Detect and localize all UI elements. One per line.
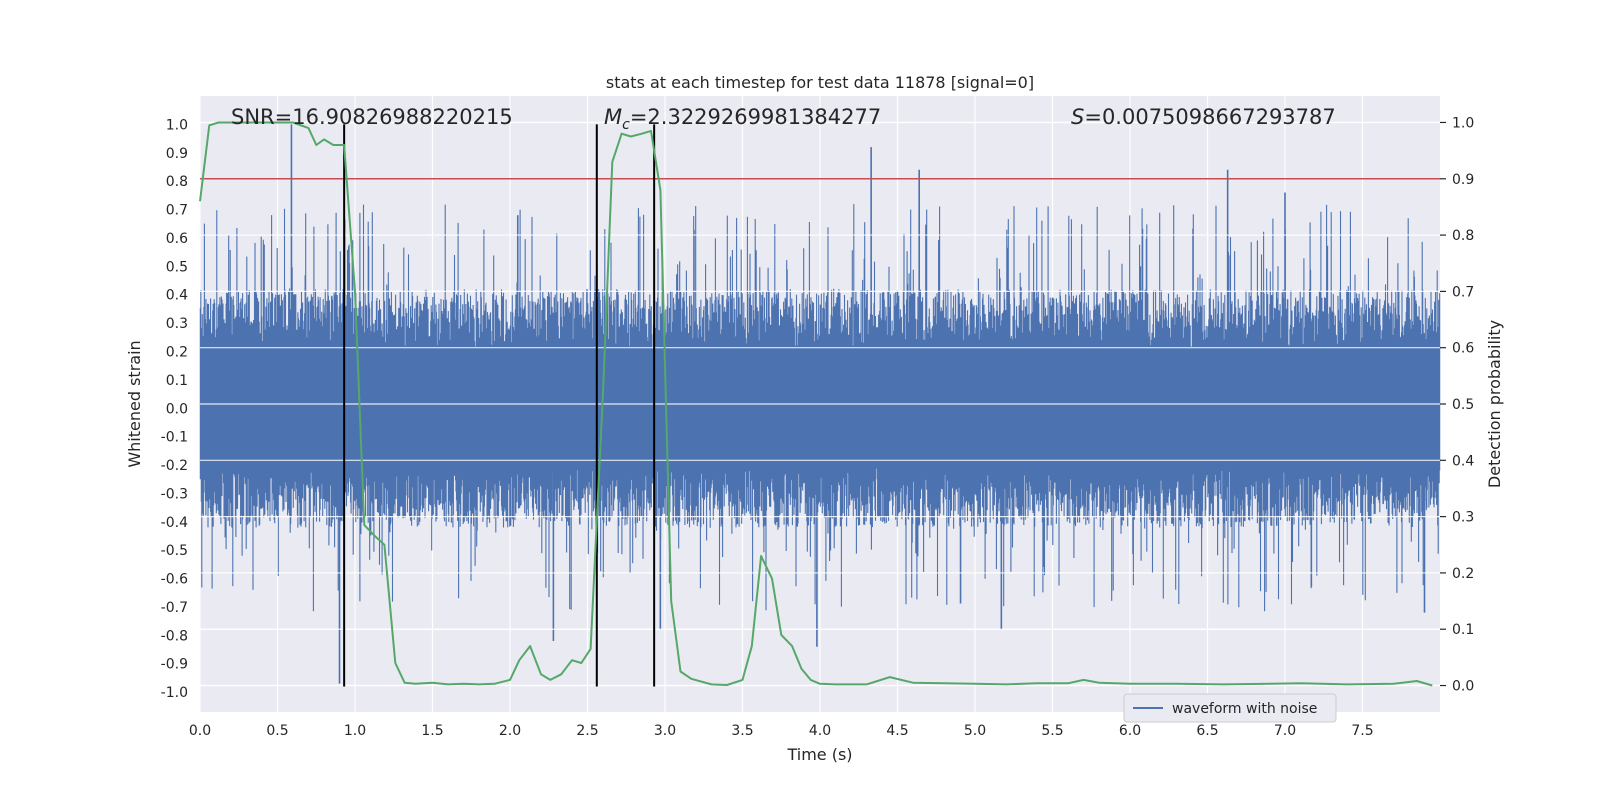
y2-tick-label-5: 0.5 — [1452, 397, 1474, 413]
annotation-mc-symbol: M — [604, 105, 622, 129]
y-tick-label-13: 0.3 — [166, 316, 188, 332]
y2-tick-label-3: 0.3 — [1452, 510, 1474, 526]
waveform-core — [200, 348, 1440, 468]
y-tick-label-20: 1.0 — [166, 117, 188, 133]
y-tick-label-17: 0.7 — [166, 203, 188, 219]
x-tick-label-5: 2.5 — [576, 723, 598, 739]
legend-label-waveform: waveform with noise — [1172, 701, 1317, 717]
legend: waveform with noise — [1123, 693, 1337, 723]
chart-title: stats at each timestep for test data 118… — [606, 73, 1034, 92]
y-axis-label: Whitened strain — [125, 340, 144, 467]
x-tick-label-2: 1.0 — [344, 723, 366, 739]
y-tick-label-15: 0.5 — [166, 259, 188, 275]
x-tick-label-10: 5.0 — [964, 723, 986, 739]
y2-ticks: 0.0 0.1 0.2 0.3 0.4 0.5 0.6 0.7 0.8 0.9 1.0 — [1440, 115, 1474, 695]
y2-tick-label-10: 1.0 — [1452, 115, 1474, 131]
x-tick-label-13: 6.5 — [1196, 723, 1218, 739]
y2-tick-label-6: 0.6 — [1452, 341, 1474, 357]
y-tick-label-14: 0.4 — [166, 288, 188, 304]
y-tick-label-10: 0.0 — [166, 401, 188, 417]
x-tick-label-12: 6.0 — [1119, 723, 1141, 739]
y-tick-label-4: -0.6 — [161, 572, 188, 588]
y-tick-label-3: -0.7 — [161, 600, 188, 616]
y2-tick-label-1: 0.1 — [1452, 622, 1474, 638]
x-tick-label-0: 0.0 — [189, 723, 211, 739]
probability-line — [199, 121, 1433, 687]
y2-tick-label-9: 0.9 — [1452, 172, 1474, 188]
x-tick-label-6: 3.0 — [654, 723, 676, 739]
x-tick-label-15: 7.5 — [1351, 723, 1373, 739]
y-tick-label-19: 0.9 — [166, 146, 188, 162]
vertical-markers — [343, 124, 656, 687]
y-tick-label-7: -0.3 — [161, 486, 188, 502]
x-ticks: 0.0 0.5 1.0 1.5 2.0 2.5 3.0 3.5 4.0 4.5 5.0 5.5 6.0 6… — [189, 723, 1374, 739]
annotation-mc-subscript: c — [622, 117, 630, 133]
y-tick-label-16: 0.6 — [166, 231, 188, 247]
y2-tick-label-7: 0.7 — [1452, 284, 1474, 300]
legend-box — [1123, 693, 1337, 723]
y-tick-label-0: -1.0 — [161, 685, 188, 701]
x-tick-label-3: 1.5 — [421, 723, 443, 739]
annotation-mc-value: =2.3229269981384277 — [630, 105, 881, 129]
x-tick-label-11: 5.5 — [1041, 723, 1063, 739]
annotation-s-value: =0.0075098667293787 — [1084, 105, 1335, 129]
y-tick-label-6: -0.4 — [161, 515, 188, 531]
annotation-s: S=0.0075098667293787 — [1071, 105, 1336, 129]
y2-tick-label-8: 0.8 — [1452, 228, 1474, 244]
annotation-s-symbol: S — [1071, 105, 1084, 129]
x-tick-label-4: 2.0 — [499, 723, 521, 739]
y-tick-label-18: 0.8 — [166, 174, 188, 190]
y-tick-label-2: -0.8 — [161, 628, 188, 644]
x-axis-label: Time (s) — [786, 745, 852, 764]
waveform-series — [199, 121, 1441, 687]
x-tick-label-1: 0.5 — [266, 723, 288, 739]
y-tick-label-5: -0.5 — [161, 543, 188, 559]
y2-axis-label: Detection probability — [1485, 320, 1504, 488]
y-tick-label-8: -0.2 — [161, 458, 188, 474]
annotation-snr: SNR=16.90826988220215 — [231, 105, 513, 129]
x-tick-label-7: 3.5 — [731, 723, 753, 739]
y-tick-label-1: -0.9 — [161, 657, 188, 673]
y2-tick-label-2: 0.2 — [1452, 566, 1474, 582]
x-tick-label-9: 4.5 — [886, 723, 908, 739]
annotation-mc: Mc=2.3229269981384277 — [604, 105, 881, 133]
y-tick-label-9: -0.1 — [161, 430, 188, 446]
probability-series — [199, 121, 1433, 687]
y2-tick-label-4: 0.4 — [1452, 453, 1474, 469]
y2-tick-label-0: 0.0 — [1452, 679, 1474, 695]
x-tick-label-14: 7.0 — [1274, 723, 1296, 739]
x-tick-label-8: 4.0 — [809, 723, 831, 739]
y-tick-label-12: 0.2 — [166, 344, 188, 360]
y-ticks: -1.0 -0.9 -0.8 -0.7 -0.6 -0.5 -0.4 -0.3 -0.2 -0.1… — [161, 117, 188, 701]
y-tick-label-11: 0.1 — [166, 373, 188, 389]
